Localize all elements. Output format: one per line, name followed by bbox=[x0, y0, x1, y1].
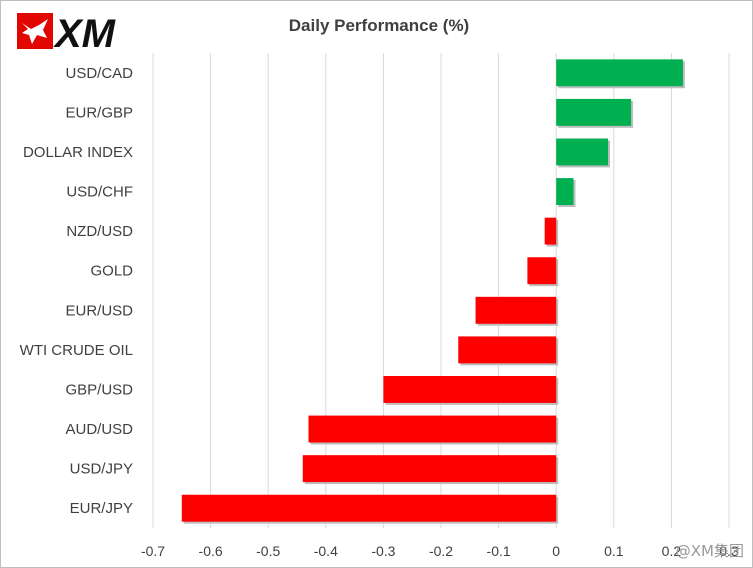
x-tick-label: -0.6 bbox=[199, 543, 223, 559]
category-label: NZD/USD bbox=[66, 223, 133, 240]
category-label: EUR/JPY bbox=[70, 500, 133, 517]
category-label: GBP/USD bbox=[65, 381, 133, 398]
bar bbox=[181, 494, 557, 522]
bar bbox=[527, 257, 557, 285]
x-tick-label: 0.1 bbox=[604, 543, 624, 559]
x-tick-labels: -0.7 -0.6 -0.5 -0.4 -0.3 -0.2 -0.1 0 0.1 0.2 0.3 bbox=[141, 543, 739, 559]
bars bbox=[181, 59, 685, 524]
bar bbox=[383, 376, 557, 403]
xm-logo: XM bbox=[17, 11, 157, 56]
category-label: GOLD bbox=[90, 263, 133, 280]
bar bbox=[308, 415, 557, 443]
bar bbox=[556, 178, 574, 205]
x-tick-label: -0.3 bbox=[371, 543, 395, 559]
bar bbox=[458, 336, 557, 364]
bar bbox=[302, 455, 557, 483]
category-label: WTI CRUDE OIL bbox=[20, 342, 133, 359]
x-tick-label: -0.1 bbox=[487, 543, 511, 559]
category-label: USD/CAD bbox=[65, 65, 133, 82]
category-label: EUR/GBP bbox=[65, 104, 133, 121]
x-tick-label: 0.3 bbox=[719, 543, 739, 559]
watermark-text: @XM集团 bbox=[675, 542, 744, 560]
category-label: USD/CHF bbox=[66, 184, 133, 201]
x-tick-label: -0.5 bbox=[256, 543, 280, 559]
x-tick-label: -0.2 bbox=[429, 543, 453, 559]
x-tick-label: -0.7 bbox=[141, 543, 165, 559]
bar bbox=[556, 59, 683, 87]
bar bbox=[544, 217, 557, 245]
x-tick-label: 0 bbox=[552, 543, 560, 559]
category-label: AUD/USD bbox=[65, 421, 133, 438]
x-tick-label: -0.4 bbox=[314, 543, 338, 559]
xm-logo-icon: XM bbox=[17, 12, 117, 56]
grid-lines bbox=[152, 53, 730, 528]
category-label: EUR/USD bbox=[65, 302, 133, 319]
bar bbox=[556, 138, 609, 166]
chart-title: Daily Performance (%) bbox=[289, 16, 469, 35]
bar bbox=[556, 98, 632, 126]
x-tick-label: 0.2 bbox=[662, 543, 682, 559]
category-label: DOLLAR INDEX bbox=[23, 144, 133, 161]
category-labels: USD/CAD EUR/GBP DOLLAR INDEX USD/CHF NZD/USD… bbox=[20, 65, 134, 517]
category-label: USD/JPY bbox=[70, 461, 133, 478]
logo-text: XM bbox=[53, 12, 117, 53]
bar bbox=[475, 296, 557, 324]
